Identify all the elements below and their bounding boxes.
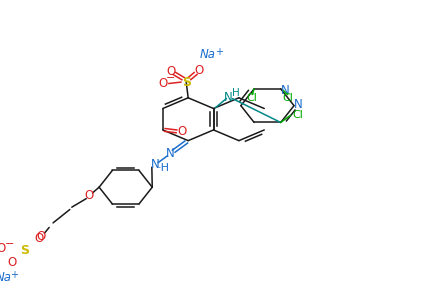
Text: O: O	[194, 64, 203, 77]
Text: H: H	[231, 88, 239, 98]
Text: N: N	[280, 84, 289, 97]
Text: O: O	[85, 189, 94, 202]
Text: O: O	[158, 77, 167, 90]
Text: N: N	[150, 158, 159, 171]
Text: O: O	[0, 243, 6, 255]
Text: +: +	[214, 47, 222, 57]
Text: Cl: Cl	[282, 93, 292, 103]
Text: S: S	[181, 75, 190, 89]
Text: O: O	[37, 230, 46, 243]
Text: +: +	[10, 269, 18, 280]
Text: O: O	[166, 65, 175, 78]
Text: N: N	[166, 147, 175, 160]
Text: Cl: Cl	[292, 110, 303, 120]
Text: Na: Na	[0, 271, 12, 284]
Text: N: N	[293, 98, 301, 111]
Text: O: O	[177, 125, 187, 138]
Text: ·H: ·H	[157, 163, 169, 173]
Text: N: N	[224, 91, 232, 104]
Text: Cl: Cl	[246, 93, 257, 103]
Text: −: −	[5, 239, 14, 249]
Text: Na: Na	[199, 49, 215, 61]
Text: −: −	[166, 73, 175, 84]
Text: O: O	[34, 232, 43, 245]
Text: S: S	[20, 244, 29, 257]
Text: O: O	[8, 256, 17, 269]
